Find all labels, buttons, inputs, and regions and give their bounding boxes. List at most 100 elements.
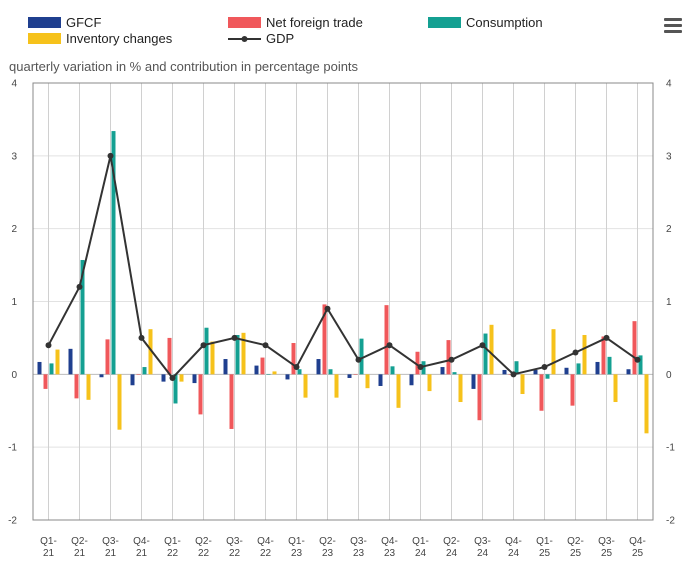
bar-inventory-changes-11[interactable] bbox=[396, 374, 401, 408]
bar-inventory-changes-4[interactable] bbox=[179, 374, 184, 382]
bar-inventory-changes-15[interactable] bbox=[520, 374, 525, 394]
bar-net-foreign-trade-18[interactable] bbox=[601, 336, 606, 375]
point-gdp-18[interactable] bbox=[603, 334, 610, 341]
bar-inventory-changes-19[interactable] bbox=[644, 374, 649, 434]
bar-gfcf-10[interactable] bbox=[347, 374, 352, 378]
bar-gfcf-5[interactable] bbox=[192, 374, 197, 384]
bar-net-foreign-trade-15[interactable] bbox=[508, 374, 513, 375]
point-gdp-14[interactable] bbox=[479, 342, 486, 349]
bar-gfcf-17[interactable] bbox=[564, 367, 569, 375]
bar-consumption-8[interactable] bbox=[297, 369, 302, 375]
point-gdp-19[interactable] bbox=[634, 356, 641, 363]
bar-net-foreign-trade-13[interactable] bbox=[446, 340, 451, 375]
point-gdp-9[interactable] bbox=[324, 305, 331, 312]
bar-gfcf-2[interactable] bbox=[99, 374, 104, 378]
bar-consumption-5[interactable] bbox=[204, 327, 209, 375]
bar-consumption-4[interactable] bbox=[173, 374, 178, 404]
bar-inventory-changes-3[interactable] bbox=[148, 329, 153, 375]
hamburger-menu-icon[interactable] bbox=[664, 18, 682, 34]
bar-net-foreign-trade-3[interactable] bbox=[136, 374, 141, 375]
legend-item-consumption[interactable]: Consumption bbox=[428, 15, 543, 30]
bar-gfcf-15[interactable] bbox=[502, 369, 507, 375]
bar-gfcf-11[interactable] bbox=[378, 374, 383, 386]
bar-consumption-16[interactable] bbox=[545, 374, 550, 379]
bar-consumption-9[interactable] bbox=[328, 369, 333, 375]
point-gdp-6[interactable] bbox=[231, 334, 238, 341]
bar-consumption-19[interactable] bbox=[638, 355, 643, 375]
bar-consumption-6[interactable] bbox=[235, 335, 240, 375]
bar-net-foreign-trade-7[interactable] bbox=[260, 357, 265, 375]
bar-consumption-0[interactable] bbox=[49, 363, 54, 375]
point-gdp-13[interactable] bbox=[448, 356, 455, 363]
bar-inventory-changes-13[interactable] bbox=[458, 374, 463, 403]
bar-gfcf-13[interactable] bbox=[440, 367, 445, 375]
bar-consumption-12[interactable] bbox=[421, 361, 426, 375]
bar-inventory-changes-10[interactable] bbox=[365, 374, 370, 389]
bar-net-foreign-trade-8[interactable] bbox=[291, 343, 296, 375]
bar-gfcf-19[interactable] bbox=[626, 369, 631, 375]
point-gdp-3[interactable] bbox=[138, 334, 145, 341]
bar-gfcf-1[interactable] bbox=[68, 348, 73, 375]
point-gdp-4[interactable] bbox=[169, 374, 176, 381]
bar-net-foreign-trade-12[interactable] bbox=[415, 351, 420, 375]
bar-gfcf-18[interactable] bbox=[595, 361, 600, 375]
bar-net-foreign-trade-6[interactable] bbox=[229, 374, 234, 429]
bar-gfcf-9[interactable] bbox=[316, 359, 321, 375]
bar-consumption-14[interactable] bbox=[483, 333, 488, 375]
legend-item-gdp[interactable]: GDP bbox=[228, 31, 294, 46]
legend-item-inventory-changes[interactable]: Inventory changes bbox=[28, 31, 173, 46]
bar-consumption-17[interactable] bbox=[576, 363, 581, 375]
bar-net-foreign-trade-19[interactable] bbox=[632, 321, 637, 375]
bar-gfcf-7[interactable] bbox=[254, 365, 259, 375]
bar-net-foreign-trade-10[interactable] bbox=[353, 374, 358, 375]
bar-consumption-7[interactable] bbox=[266, 374, 271, 375]
bar-consumption-11[interactable] bbox=[390, 366, 395, 375]
bar-inventory-changes-5[interactable] bbox=[210, 341, 215, 375]
bar-consumption-18[interactable] bbox=[607, 356, 612, 375]
bar-net-foreign-trade-14[interactable] bbox=[477, 374, 482, 421]
point-gdp-15[interactable] bbox=[510, 371, 517, 378]
legend-item-gfcf[interactable]: GFCF bbox=[28, 15, 101, 30]
point-gdp-7[interactable] bbox=[262, 342, 269, 349]
bar-inventory-changes-9[interactable] bbox=[334, 374, 339, 398]
point-gdp-2[interactable] bbox=[107, 152, 114, 159]
bar-consumption-2[interactable] bbox=[111, 131, 116, 375]
bar-inventory-changes-17[interactable] bbox=[582, 335, 587, 375]
bar-gfcf-3[interactable] bbox=[130, 374, 135, 386]
bar-inventory-changes-8[interactable] bbox=[303, 374, 308, 398]
bar-inventory-changes-18[interactable] bbox=[613, 374, 618, 403]
bar-inventory-changes-2[interactable] bbox=[117, 374, 122, 430]
point-gdp-5[interactable] bbox=[200, 342, 207, 349]
bar-net-foreign-trade-1[interactable] bbox=[74, 374, 79, 399]
bar-inventory-changes-14[interactable] bbox=[489, 324, 494, 375]
bar-consumption-1[interactable] bbox=[80, 259, 85, 375]
point-gdp-16[interactable] bbox=[541, 364, 548, 371]
bar-gfcf-12[interactable] bbox=[409, 374, 414, 386]
bar-consumption-15[interactable] bbox=[514, 361, 519, 375]
bar-gfcf-4[interactable] bbox=[161, 374, 166, 382]
bar-consumption-13[interactable] bbox=[452, 372, 457, 375]
point-gdp-11[interactable] bbox=[386, 342, 393, 349]
point-gdp-10[interactable] bbox=[355, 356, 362, 363]
point-gdp-17[interactable] bbox=[572, 349, 579, 356]
bar-net-foreign-trade-4[interactable] bbox=[167, 337, 172, 375]
bar-gfcf-16[interactable] bbox=[533, 369, 538, 375]
bar-consumption-3[interactable] bbox=[142, 367, 147, 375]
point-gdp-8[interactable] bbox=[293, 364, 300, 371]
point-gdp-1[interactable] bbox=[76, 283, 83, 290]
bar-gfcf-14[interactable] bbox=[471, 374, 476, 389]
bar-net-foreign-trade-0[interactable] bbox=[43, 374, 48, 389]
bar-inventory-changes-1[interactable] bbox=[86, 374, 91, 400]
bar-consumption-10[interactable] bbox=[359, 338, 364, 375]
point-gdp-0[interactable] bbox=[45, 342, 52, 349]
bar-gfcf-0[interactable] bbox=[37, 361, 42, 375]
bar-gfcf-8[interactable] bbox=[285, 374, 290, 380]
bar-inventory-changes-16[interactable] bbox=[551, 329, 556, 375]
bar-inventory-changes-6[interactable] bbox=[241, 332, 246, 375]
bar-net-foreign-trade-5[interactable] bbox=[198, 374, 203, 415]
point-gdp-12[interactable] bbox=[417, 364, 424, 371]
bar-inventory-changes-0[interactable] bbox=[55, 349, 60, 375]
legend-item-net-foreign-trade[interactable]: Net foreign trade bbox=[228, 15, 363, 30]
bar-net-foreign-trade-11[interactable] bbox=[384, 305, 389, 375]
bar-inventory-changes-12[interactable] bbox=[427, 374, 432, 392]
